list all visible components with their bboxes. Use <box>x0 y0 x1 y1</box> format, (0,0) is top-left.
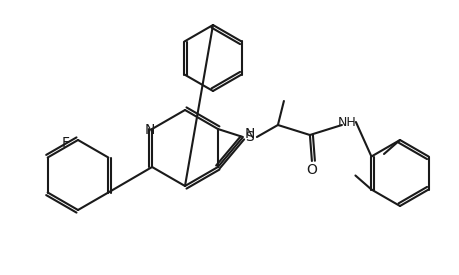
Text: S: S <box>246 130 254 144</box>
Text: N: N <box>145 123 155 137</box>
Text: F: F <box>62 136 70 150</box>
Text: O: O <box>307 163 317 177</box>
Text: NH: NH <box>337 117 356 130</box>
Text: N: N <box>244 127 255 141</box>
